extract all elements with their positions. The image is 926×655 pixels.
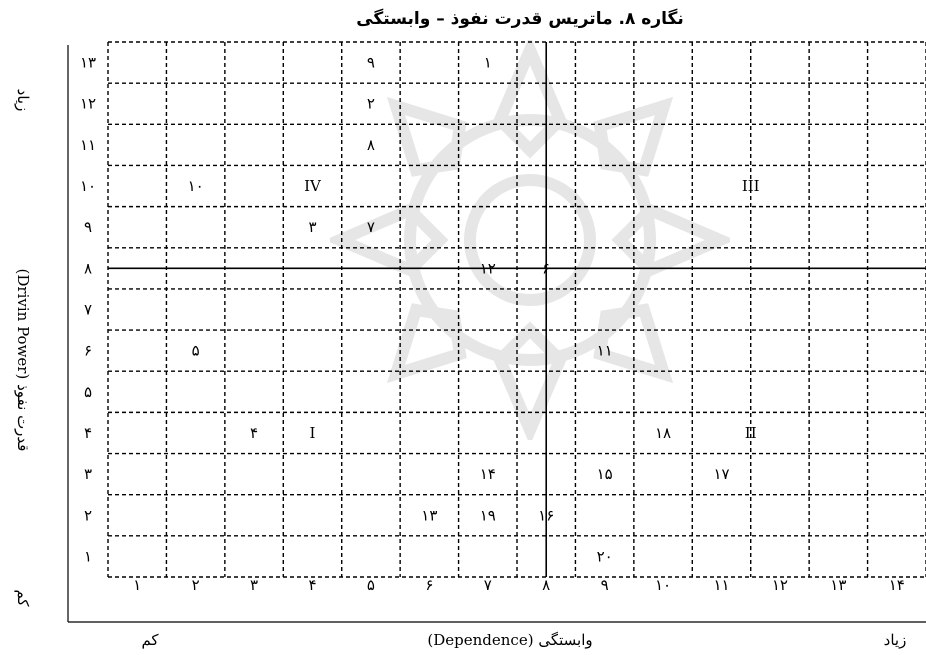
quadrant-label: II (745, 424, 757, 442)
x-tick-label: ۷ (484, 576, 492, 594)
data-point-label: ۱ (484, 54, 492, 72)
x-tick-label: ۱ (133, 576, 141, 594)
y-tick-label: ۱ (84, 547, 92, 565)
y-tick-label: ۱۰ (80, 177, 96, 195)
x-tick-label: ۱۱ (713, 576, 729, 594)
quadrant-label: I (310, 424, 316, 442)
y-axis-low-label: کم (14, 589, 32, 607)
y-tick-label: ۱۲ (80, 95, 96, 113)
emblem-watermark (330, 40, 730, 440)
x-tick-label: ۱۰ (655, 576, 671, 594)
x-tick-label: ۶ (425, 576, 433, 594)
data-point-label: ۷ (367, 218, 375, 236)
quadrant-dividers (108, 42, 926, 577)
x-tick-labels: ۱ ۲ ۳ ۴ ۵ ۶ ۷ ۸ ۹ ۱۰ ۱۱ ۱۲ ۱۳ ۱۴ (133, 576, 905, 594)
data-point-label: ۱۹ (480, 506, 496, 524)
data-point-label: ۳ (308, 218, 316, 236)
data-point-label: ۴ (250, 424, 258, 442)
x-axis-low-label: کم (141, 631, 159, 649)
y-tick-label: ۱۱ (80, 136, 96, 154)
x-tick-label: ۳ (250, 576, 258, 594)
data-point-label: ۱۵ (597, 465, 613, 483)
chart-title: نگاره ۸. ماتریس قدرت نفوذ – وابستگی (356, 8, 684, 29)
data-point-label: ۱۰ (188, 177, 204, 195)
x-tick-label: ۸ (542, 576, 550, 594)
y-tick-label: ۲ (84, 506, 92, 524)
data-point-label: ۱۴ (480, 465, 496, 483)
x-tick-label: ۱۳ (830, 576, 846, 594)
x-tick-label: ۴ (308, 576, 316, 594)
data-point-label: ۸ (367, 136, 375, 154)
x-tick-label: ۱۴ (889, 576, 905, 594)
x-tick-label: ۱۲ (772, 576, 788, 594)
y-tick-label: ۸ (84, 259, 92, 277)
y-axis-title: قدرت نفوذ (Drivin Power) (14, 269, 32, 452)
x-axis-title: وابستگی (Dependence) (427, 631, 592, 649)
data-point-label: ۱۱ (597, 342, 613, 360)
data-point-label: ۲ (367, 95, 375, 113)
y-tick-label: ۳ (84, 465, 92, 483)
x-axis-high-label: زیاد (884, 631, 907, 649)
y-tick-label: ۹ (84, 218, 92, 236)
y-tick-label: ۷ (84, 301, 92, 319)
data-point-label: ۱۳ (421, 506, 437, 524)
grid (107, 41, 926, 578)
data-point-label: ۹ (367, 54, 375, 72)
data-point-label: ۲۰ (597, 547, 613, 565)
y-tick-label: ۵ (84, 383, 92, 401)
y-tick-label: ۱۳ (80, 54, 96, 72)
x-tick-label: ۹ (601, 576, 609, 594)
data-point-label: ۱۲ (480, 259, 496, 277)
data-point-label: ۱۸ (655, 424, 671, 442)
x-tick-label: ۲ (192, 576, 200, 594)
x-tick-label: ۵ (367, 576, 375, 594)
data-point-label: ۱۶ (538, 506, 554, 524)
y-axis-high-label: زیاد (14, 89, 32, 112)
axes (67, 45, 926, 623)
y-tick-label: ۶ (84, 342, 92, 360)
y-tick-label: ۴ (84, 424, 92, 442)
data-point-label: ۵ (192, 342, 200, 360)
data-point-label: ۱۷ (713, 465, 729, 483)
quadrant-label: IV (304, 177, 322, 195)
data-point-label: ۶ (542, 259, 550, 277)
quadrant-label: III (742, 177, 760, 195)
